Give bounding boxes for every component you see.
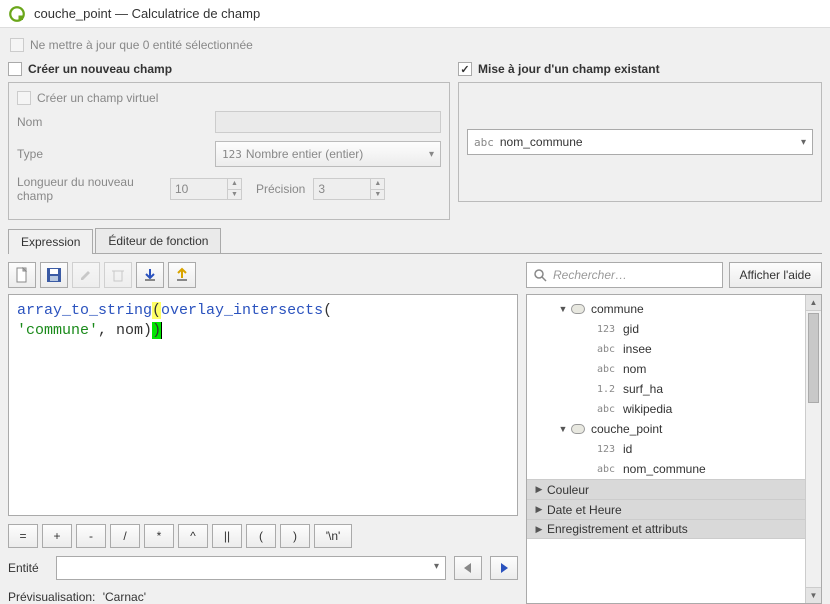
next-entity-button[interactable] [490, 556, 518, 580]
create-new-checkbox[interactable] [8, 62, 22, 76]
show-help-button[interactable]: Afficher l'aide [729, 262, 822, 288]
entity-label: Entité [8, 561, 48, 575]
tree-field[interactable]: abcnom [527, 359, 805, 379]
pencil-icon [78, 267, 94, 283]
tree-field[interactable]: 1.2surf_ha [527, 379, 805, 399]
operator-button[interactable]: + [42, 524, 72, 548]
triangle-left-icon [463, 563, 473, 573]
delete-button [104, 262, 132, 288]
download-icon [142, 267, 158, 283]
function-tree[interactable]: ▼commune123gidabcinseeabcnom1.2surf_haab… [527, 295, 805, 603]
tree-layer[interactable]: ▼couche_point [527, 419, 805, 439]
scroll-thumb[interactable] [808, 313, 819, 403]
tree-field[interactable]: abcinsee [527, 339, 805, 359]
update-existing-panel: abc nom_commune [458, 82, 822, 202]
length-label: Longueur du nouveau champ [17, 175, 162, 203]
new-file-button[interactable] [8, 262, 36, 288]
scroll-up-icon[interactable]: ▲ [806, 295, 821, 311]
operator-button[interactable]: - [76, 524, 106, 548]
type-select: 123 Nombre entier (entier) [215, 141, 441, 167]
triangle-right-icon [499, 563, 509, 573]
update-selected-checkbox [10, 38, 24, 52]
tree-field[interactable]: abcnom_commune [527, 459, 805, 479]
virtual-field-checkbox [17, 91, 31, 105]
tab-expression[interactable]: Expression [8, 229, 93, 254]
operator-button[interactable]: = [8, 524, 38, 548]
update-existing-label: Mise à jour d'un champ existant [478, 62, 660, 76]
search-icon [533, 268, 547, 282]
operator-button[interactable]: ^ [178, 524, 208, 548]
entity-select[interactable] [56, 556, 446, 580]
operator-button[interactable]: || [212, 524, 242, 548]
tab-function-editor[interactable]: Éditeur de fonction [95, 228, 221, 253]
qgis-logo-icon [8, 5, 26, 23]
import-button[interactable] [136, 262, 164, 288]
window-title: couche_point — Calculatrice de champ [34, 6, 260, 21]
prev-entity-button[interactable] [454, 556, 482, 580]
save-button[interactable] [40, 262, 68, 288]
save-icon [46, 267, 62, 283]
upload-icon [174, 267, 190, 283]
export-button[interactable] [168, 262, 196, 288]
update-selected-label: Ne mettre à jour que 0 entité sélectionn… [30, 38, 253, 52]
trash-icon [110, 267, 126, 283]
title-bar: couche_point — Calculatrice de champ [0, 0, 830, 28]
scroll-down-icon[interactable]: ▼ [806, 587, 821, 603]
tree-category[interactable]: ▶Enregistrement et attributs [527, 519, 805, 539]
name-label: Nom [17, 115, 49, 129]
tree-field[interactable]: abcwikipedia [527, 399, 805, 419]
tree-layer[interactable]: ▼commune [527, 299, 805, 319]
preview-value: 'Carnac' [103, 590, 146, 604]
scrollbar[interactable]: ▲ ▼ [805, 295, 821, 603]
update-selected-row: Ne mettre à jour que 0 entité sélectionn… [8, 34, 822, 60]
tree-category[interactable]: ▶Date et Heure [527, 499, 805, 519]
name-input [215, 111, 441, 133]
operator-button[interactable]: '\n' [314, 524, 352, 548]
precision-spin: 3 ▲▼ [313, 178, 385, 200]
operator-button[interactable]: * [144, 524, 174, 548]
preview-label: Prévisualisation: [8, 590, 95, 604]
file-icon [14, 267, 30, 283]
update-existing-checkbox[interactable] [458, 62, 472, 76]
operator-button[interactable]: ( [246, 524, 276, 548]
create-new-label: Créer un nouveau champ [28, 62, 172, 76]
type-label: Type [17, 147, 49, 161]
precision-label: Précision [256, 182, 305, 196]
length-spin: 10 ▲▼ [170, 178, 242, 200]
create-new-panel: Créer un champ virtuel Nom Type 123 Nomb… [8, 82, 450, 220]
virtual-field-label: Créer un champ virtuel [37, 91, 158, 105]
tree-field[interactable]: 123id [527, 439, 805, 459]
operator-button[interactable]: / [110, 524, 140, 548]
search-input[interactable]: Rechercher… [526, 262, 723, 288]
existing-field-select[interactable]: abc nom_commune [467, 129, 813, 155]
edit-button [72, 262, 100, 288]
tree-category[interactable]: ▶Couleur [527, 479, 805, 499]
operator-button[interactable]: ) [280, 524, 310, 548]
expression-editor[interactable]: array_to_string(overlay_intersects('comm… [8, 294, 518, 516]
tree-field[interactable]: 123gid [527, 319, 805, 339]
